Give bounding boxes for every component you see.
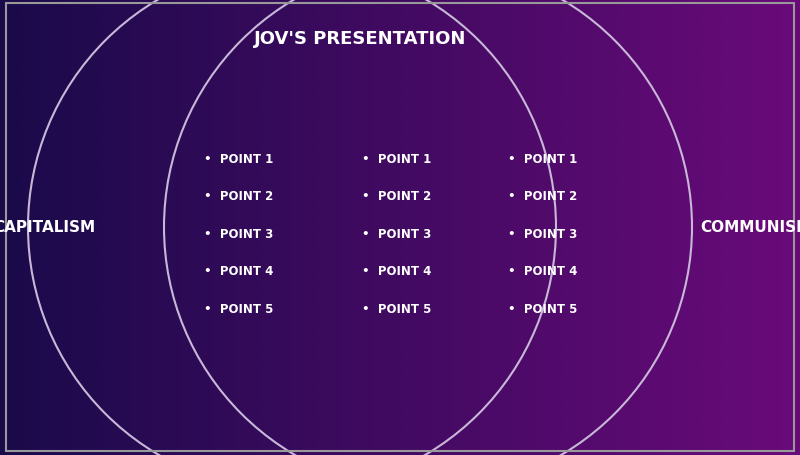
Text: •  POINT 1: • POINT 1 [204, 153, 274, 166]
Text: •  POINT 3: • POINT 3 [508, 228, 578, 240]
Text: •  POINT 3: • POINT 3 [204, 228, 274, 240]
Text: •  POINT 5: • POINT 5 [204, 302, 274, 315]
Text: •  POINT 5: • POINT 5 [362, 302, 431, 315]
Text: •  POINT 1: • POINT 1 [362, 153, 431, 166]
Text: •  POINT 4: • POINT 4 [508, 265, 578, 278]
Text: •  POINT 5: • POINT 5 [508, 302, 578, 315]
Text: COMMUNISM: COMMUNISM [700, 220, 800, 235]
Text: •  POINT 2: • POINT 2 [204, 190, 274, 203]
Text: CAPITALISM: CAPITALISM [0, 220, 95, 235]
Text: •  POINT 2: • POINT 2 [508, 190, 578, 203]
Text: •  POINT 2: • POINT 2 [362, 190, 431, 203]
Text: •  POINT 4: • POINT 4 [362, 265, 431, 278]
Text: •  POINT 1: • POINT 1 [508, 153, 578, 166]
Text: JOV'S PRESENTATION: JOV'S PRESENTATION [254, 30, 466, 48]
Text: •  POINT 4: • POINT 4 [204, 265, 274, 278]
Text: •  POINT 3: • POINT 3 [362, 228, 431, 240]
